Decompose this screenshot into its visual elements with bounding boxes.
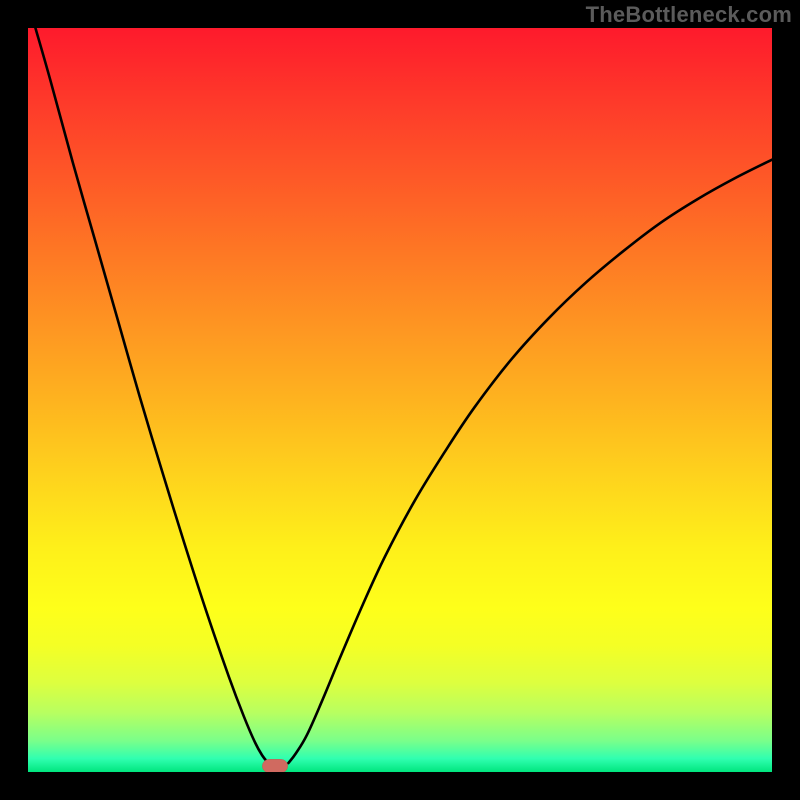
chart-frame: TheBottleneck.com: [0, 0, 800, 800]
plot-area: [28, 28, 772, 772]
watermark-text: TheBottleneck.com: [586, 2, 792, 28]
plot-svg: [28, 28, 772, 772]
optimum-marker: [262, 759, 287, 772]
